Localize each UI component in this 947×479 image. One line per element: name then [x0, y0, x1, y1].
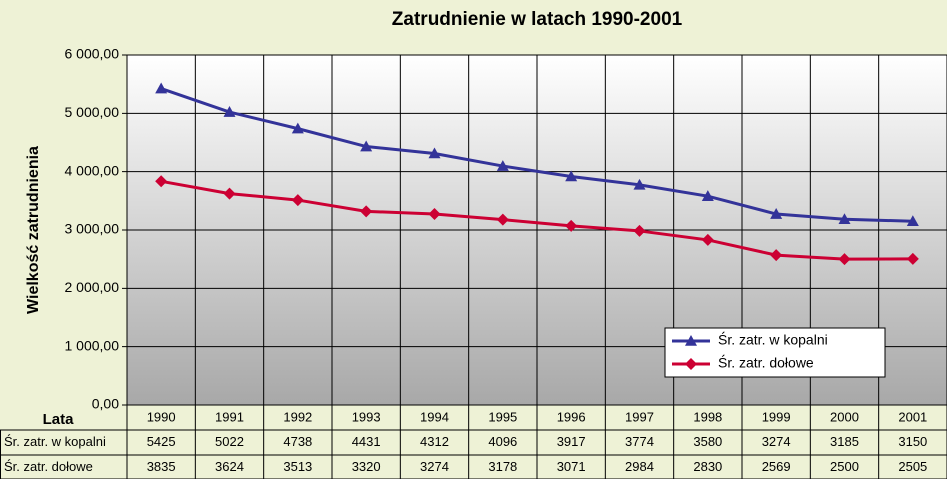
triangle-marker: [428, 147, 441, 159]
chart-title: Zatrudnienie w latach 1990-2001: [392, 9, 683, 30]
y-tick-label: 3 000,00: [65, 221, 120, 237]
table-row-label: Śr. zatr. w kopalni: [4, 434, 106, 449]
x-tick-label: 1995: [488, 409, 517, 424]
x-tick-label: 2001: [898, 409, 927, 424]
x-tick-label: 1998: [693, 409, 722, 424]
x-tick-label: 1997: [625, 409, 654, 424]
y-tick-label: 1 000,00: [65, 337, 120, 353]
x-tick-label: 2000: [830, 409, 859, 424]
table-cell: 3071: [557, 459, 586, 474]
legend-label: Śr. zatr. dołowe: [718, 354, 814, 371]
table-cell: 3178: [488, 459, 517, 474]
table-cell: 5425: [147, 434, 176, 449]
table-cell: 3274: [420, 459, 449, 474]
x-tick-label: 1996: [557, 409, 586, 424]
diamond-marker: [633, 224, 646, 237]
diamond-marker: [838, 253, 851, 266]
diamond-marker: [685, 358, 697, 370]
y-tick-label: 2 000,00: [65, 279, 120, 295]
x-tick-label: 1990: [147, 409, 176, 424]
triangle-marker: [770, 208, 783, 219]
triangle-marker: [565, 170, 578, 182]
triangle-marker: [701, 190, 714, 201]
table-cell: 2569: [762, 459, 791, 474]
x-tick-label: 1994: [420, 409, 449, 424]
table-cell: 4738: [283, 434, 312, 449]
legend-label: Śr. zatr. w kopalni: [718, 331, 828, 348]
triangle-marker: [360, 140, 373, 152]
diamond-marker: [565, 219, 578, 232]
diamond-marker: [155, 175, 168, 188]
diamond-marker: [291, 194, 304, 207]
table-cell: 2984: [625, 459, 654, 474]
table-cell: 3513: [283, 459, 312, 474]
triangle-marker: [906, 215, 919, 227]
triangle-marker: [291, 122, 304, 134]
y-tick-label: 6 000,00: [65, 46, 120, 62]
table-cell: 3580: [693, 434, 722, 449]
x-tick-label: 1992: [283, 409, 312, 424]
y-tick-label: 0,00: [92, 396, 119, 412]
diamond-marker: [496, 213, 509, 226]
table-cell: 4312: [420, 434, 449, 449]
legend-box: [664, 327, 886, 378]
diamond-marker: [906, 252, 919, 265]
triangle-marker: [496, 160, 509, 171]
series-line: [160, 87, 913, 223]
table-cell: 3917: [557, 434, 586, 449]
diamond-marker: [428, 208, 441, 221]
diamond-marker: [360, 205, 373, 218]
diamond-marker: [701, 233, 714, 246]
x-tick-label: 1993: [352, 409, 381, 424]
triangle-marker: [223, 106, 236, 117]
x-tick-label: 1991: [215, 409, 244, 424]
table-cell: 4431: [352, 434, 381, 449]
table-cell: 2830: [693, 459, 722, 474]
table-row-label: Śr. zatr. dołowe: [4, 459, 93, 474]
table-cell: 2500: [830, 459, 859, 474]
triangle-marker: [155, 82, 168, 94]
y-tick-label: 4 000,00: [65, 162, 120, 178]
triangle-marker: [633, 178, 646, 190]
table-cell: 4096: [488, 434, 517, 449]
series-line: [160, 179, 913, 261]
table-cell: 5022: [215, 434, 244, 449]
table-cell: 3835: [147, 459, 176, 474]
table-header: Lata: [43, 411, 75, 428]
table-cell: 3774: [625, 434, 654, 449]
x-tick-label: 1999: [762, 409, 791, 424]
y-axis-label: Wielkość zatrudnienia: [25, 146, 42, 314]
diamond-marker: [770, 249, 783, 262]
diamond-marker: [223, 187, 236, 200]
table-cell: 3185: [830, 434, 859, 449]
table-cell: 3624: [215, 459, 244, 474]
triangle-marker: [838, 213, 851, 225]
table-cell: 3320: [352, 459, 381, 474]
triangle-marker: [685, 335, 697, 346]
table-cell: 2505: [898, 459, 927, 474]
y-tick-label: 5 000,00: [65, 104, 120, 120]
table-cell: 3150: [898, 434, 927, 449]
table-cell: 3274: [762, 434, 791, 449]
